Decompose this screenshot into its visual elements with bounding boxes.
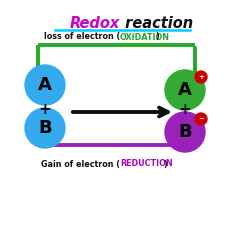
Text: Redox: Redox: [70, 16, 120, 31]
Circle shape: [165, 112, 205, 152]
Text: ): ): [155, 32, 159, 42]
Text: +: +: [198, 74, 204, 80]
Circle shape: [195, 113, 207, 125]
Circle shape: [25, 65, 65, 105]
Text: Gain of electron (: Gain of electron (: [41, 160, 120, 168]
Text: loss of electron (: loss of electron (: [44, 32, 120, 42]
Text: A: A: [38, 76, 52, 94]
Circle shape: [25, 108, 65, 148]
Text: reaction: reaction: [120, 16, 193, 31]
Circle shape: [165, 70, 205, 110]
Text: B: B: [178, 123, 192, 141]
Text: A: A: [178, 81, 192, 99]
Text: −: −: [198, 116, 204, 122]
Circle shape: [195, 71, 207, 83]
Text: +: +: [179, 102, 191, 118]
Text: REDUCTION: REDUCTION: [120, 160, 173, 168]
Text: B: B: [38, 119, 52, 137]
Text: +: +: [39, 102, 51, 118]
Text: OXIDATION: OXIDATION: [120, 32, 170, 42]
Text: ): ): [163, 160, 167, 168]
